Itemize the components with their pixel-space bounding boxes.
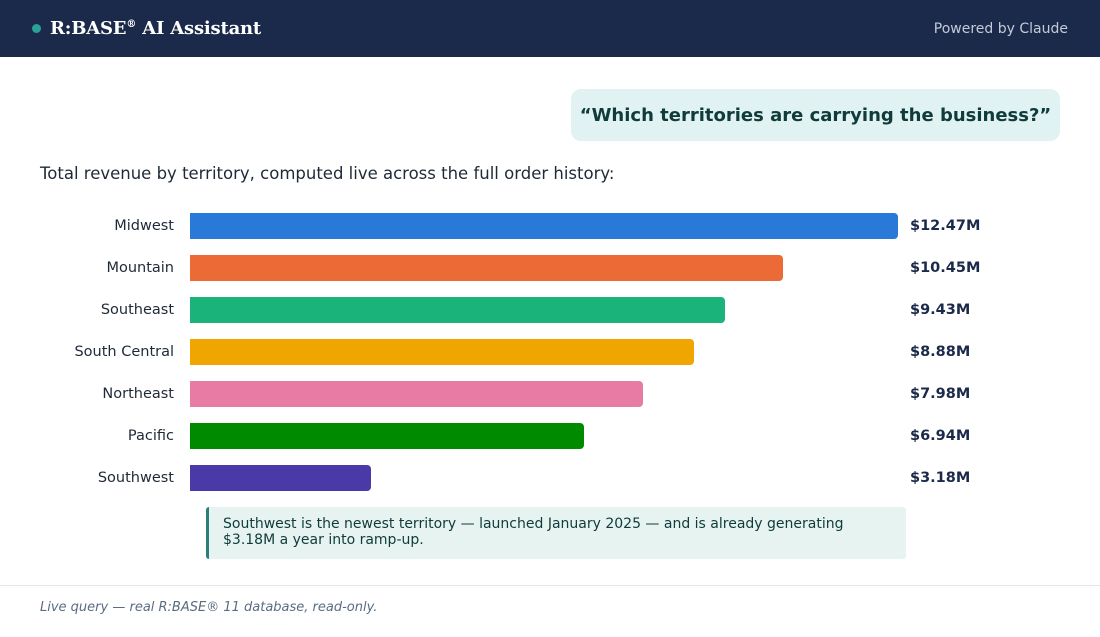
chart-row: Southeast $9.43M [0,297,1100,323]
chart-row: Mountain $10.45M [0,255,1100,281]
category-label: Southeast [100,302,174,318]
bar [190,297,725,323]
category-label: Southwest [97,470,174,486]
category-label: South Central [74,344,174,360]
chart-row: Southwest $3.18M [0,465,1100,491]
value-label: $12.47M [910,218,981,234]
category-label: Midwest [114,218,174,234]
footer-divider [0,585,1100,586]
assistant-intro-text: Total revenue by territory, computed liv… [40,164,615,183]
value-label: $9.43M [910,302,971,318]
chart-row: Pacific $6.94M [0,423,1100,449]
value-label: $8.88M [910,344,971,360]
status-dot-icon [32,24,41,33]
chart-row: South Central $8.88M [0,339,1100,365]
category-label: Northeast [102,386,174,402]
brand-name: R:BASE [50,18,127,39]
bar [190,213,898,239]
user-question-bubble: “Which territories are carrying the busi… [571,89,1060,141]
footer-note: Live query — real R:BASE® 11 database, r… [40,600,378,615]
bar [190,255,783,281]
bar [190,381,643,407]
brand-suffix: AI Assistant [142,18,262,39]
app-header: R:BASE® AI Assistant Powered by Claude [0,0,1100,57]
brand: R:BASE® AI Assistant [32,18,261,39]
chart-row: Midwest $12.47M [0,213,1100,239]
powered-by-text: Powered by Claude [933,20,1068,37]
bar [190,339,694,365]
insight-callout: Southwest is the newest territory — laun… [206,507,906,559]
user-question-text: “Which territories are carrying the busi… [579,104,1052,126]
value-label: $3.18M [910,470,971,486]
bar [190,465,371,491]
value-label: $6.94M [910,428,971,444]
territory-revenue-chart: Midwest $12.47M Mountain $10.45M Southeast $9… [0,205,1100,505]
category-label: Mountain [106,260,174,276]
category-label: Pacific [127,428,174,444]
value-label: $10.45M [910,260,981,276]
chart-row: Northeast $7.98M [0,381,1100,407]
app-title: R:BASE® AI Assistant [50,18,261,39]
value-label: $7.98M [910,386,971,402]
registered-mark: ® [126,19,137,30]
bar [190,423,584,449]
